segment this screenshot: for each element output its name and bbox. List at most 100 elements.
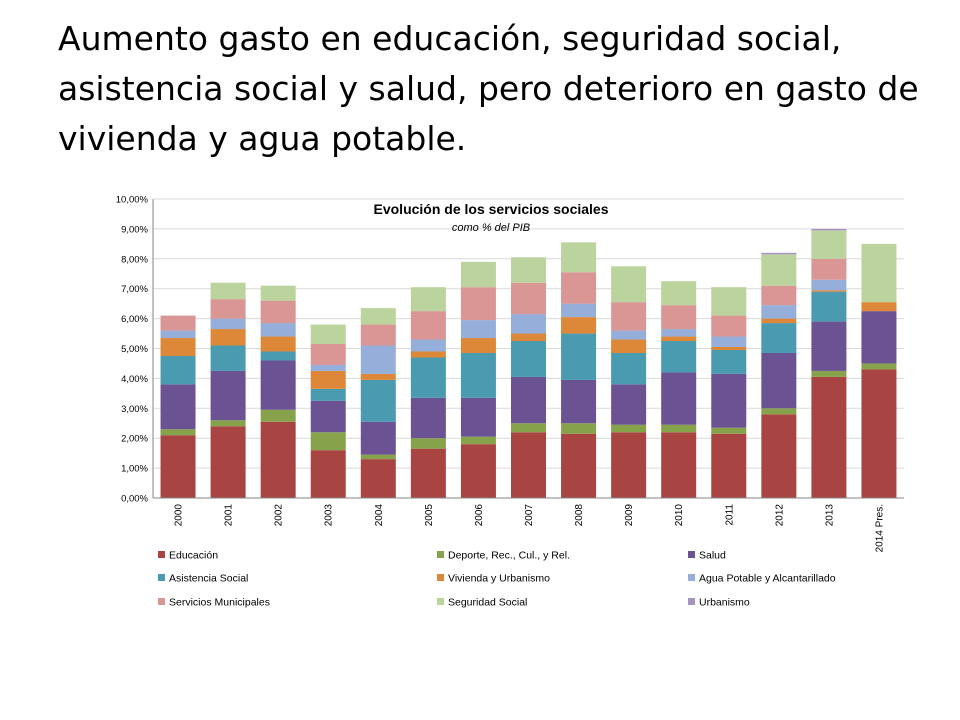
bar-segment-2004-s3: [360, 379, 396, 422]
legend-label: Urbanismo: [699, 597, 750, 609]
bar-segment-2002-s5: [260, 323, 296, 337]
bar-segment-2006-s6: [460, 287, 496, 321]
bar-segment-2014-pres--s1: [861, 363, 897, 370]
bar-segment-2009-s4: [611, 339, 647, 353]
bar-segment-2012-s3: [761, 323, 797, 353]
x-tick-label: 2010: [674, 504, 685, 527]
bar-segment-2012-s7: [761, 254, 797, 286]
bar-segment-2002-s6: [260, 300, 296, 324]
y-tick-label: 4,00%: [121, 374, 148, 385]
bar-segment-2010-s2: [661, 372, 697, 425]
bar-segment-2007-s3: [511, 341, 546, 377]
legend-swatch: [437, 598, 444, 605]
bar-segment-2010-s7: [661, 281, 697, 306]
y-tick-label: 3,00%: [121, 404, 148, 415]
bar-segment-2006-s1: [460, 436, 496, 445]
x-tick-label: 2011: [724, 504, 735, 526]
bar-segment-2005-s0: [410, 448, 446, 498]
bars: [160, 228, 897, 498]
bar-segment-2005-s4: [410, 351, 446, 358]
bar-segment-2008-s6: [561, 272, 597, 304]
x-tick-label: 2003: [324, 504, 335, 527]
bar-segment-2007-s1: [511, 423, 546, 433]
legend-label: Educación: [169, 550, 218, 562]
bar-segment-2008-s3: [561, 333, 597, 380]
bar-segment-2013-s0: [811, 376, 847, 498]
bar-segment-2004-s6: [360, 324, 396, 346]
bar-segment-2004-s1: [360, 454, 396, 460]
bar-segment-2012-s2: [761, 352, 797, 409]
bar-segment-2007-s7: [511, 257, 546, 283]
bar-segment-2001-s2: [210, 370, 246, 421]
bar-segment-2013-s3: [811, 291, 847, 322]
bar-segment-2008-s5: [561, 303, 597, 318]
bar-segment-2011-s4: [711, 347, 747, 350]
bar-segment-2010-s4: [661, 336, 697, 342]
x-tick-label: 2006: [474, 504, 485, 527]
bar-segment-2002-s0: [260, 421, 296, 498]
bar-segment-2014-pres--s7: [861, 243, 897, 303]
x-tick-label: 2000: [174, 504, 185, 527]
y-tick-label: 2,00%: [121, 434, 148, 445]
x-tick-label: 2009: [624, 504, 635, 527]
bar-segment-2012-s8: [761, 252, 797, 255]
legend: Educación Deporte, Rec., Cul., y Rel. Salu…: [158, 550, 836, 609]
bar-segment-2009-s7: [611, 266, 647, 303]
bar-segment-2007-s2: [511, 376, 546, 424]
bar-segment-2003-s6: [310, 344, 346, 365]
y-tick-label: 7,00%: [121, 284, 148, 295]
bar-segment-2003-s7: [310, 324, 346, 345]
legend-label: Agua Potable y Alcantarillado: [699, 573, 836, 585]
x-tick-label: 2004: [374, 504, 385, 527]
bar-segment-2005-s3: [410, 357, 446, 398]
bar-segment-2003-s4: [310, 370, 346, 389]
x-tick-label: 2008: [574, 504, 585, 527]
bar-segment-2000-s6: [160, 315, 196, 331]
chart-subtitle: como % del PIB: [452, 222, 530, 234]
bar-segment-2007-s5: [511, 314, 546, 334]
bar-segment-2008-s2: [561, 379, 597, 424]
y-tick-label: 8,00%: [121, 254, 148, 265]
axes: 0,00% 1,00% 2,00% 3,00% 4,00% 5,00% 6,00% 7,00%…: [116, 195, 904, 552]
bar-segment-2004-s5: [360, 345, 396, 374]
bar-segment-2012-s0: [761, 414, 797, 498]
x-tick-label: 2005: [424, 504, 435, 527]
bar-segment-2008-s7: [561, 242, 597, 273]
bar-segment-2002-s2: [260, 360, 296, 410]
bar-segment-2006-s7: [460, 261, 496, 288]
bar-segment-2007-s6: [511, 282, 546, 315]
bar-segment-2000-s2: [160, 384, 196, 430]
chart-title: Evolución de los servicios sociales: [374, 201, 609, 217]
bar-segment-2008-s1: [561, 423, 597, 434]
x-tick-label: 2013: [824, 504, 835, 527]
bar-segment-2001-s1: [210, 420, 246, 427]
bar-segment-2003-s3: [310, 388, 346, 401]
bar-segment-2002-s7: [260, 285, 296, 301]
legend-swatch: [688, 551, 695, 558]
bar-segment-2002-s1: [260, 409, 296, 422]
bar-segment-2011-s3: [711, 349, 747, 374]
bar-segment-2009-s2: [611, 384, 647, 425]
bar-segment-2012-s4: [761, 318, 797, 324]
y-tick-label: 9,00%: [121, 224, 148, 235]
bar-segment-2012-s6: [761, 285, 797, 306]
bar-segment-2004-s0: [360, 459, 396, 498]
bar-segment-2011-s7: [711, 287, 747, 316]
bar-segment-2009-s1: [611, 424, 647, 433]
bar-segment-2009-s0: [611, 432, 647, 498]
bar-segment-2008-s4: [561, 317, 597, 334]
bar-segment-2003-s0: [310, 450, 346, 498]
bar-segment-2014-pres--s4: [861, 302, 897, 312]
bar-segment-2005-s7: [410, 287, 446, 312]
bar-segment-2014-pres--s2: [861, 311, 897, 364]
bar-segment-2004-s4: [360, 373, 396, 380]
bar-segment-2000-s4: [160, 338, 196, 356]
bar-segment-2001-s5: [210, 318, 246, 330]
bar-segment-2014-pres--s0: [861, 369, 897, 498]
bar-segment-2006-s2: [460, 397, 496, 437]
x-tick-label: 2007: [524, 504, 535, 527]
legend-swatch: [158, 598, 165, 605]
bar-segment-2010-s5: [661, 329, 697, 337]
legend-swatch: [688, 598, 695, 605]
bar-segment-2004-s7: [360, 308, 396, 325]
